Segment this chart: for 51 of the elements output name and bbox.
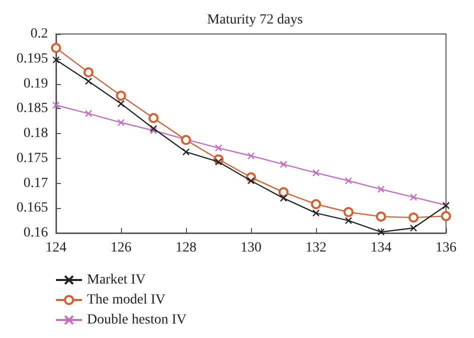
point [214,144,222,152]
chart-title: Maturity 72 days [207,12,303,28]
point [84,110,92,118]
x-tick-label: 134 [370,240,392,256]
point [410,224,418,232]
legend-label: Market IV [87,272,146,288]
y-tick-label: 0.2 [30,26,48,42]
legend-label: The model IV [87,292,166,308]
point [312,210,320,217]
x-tick-label: 136 [436,240,456,256]
point [148,113,158,124]
y-tick-label: 0.175 [16,150,48,166]
y-tick-label: 0.185 [16,101,48,116]
y-tick-label: 0.16 [24,226,48,240]
point [84,78,92,85]
point [311,199,321,210]
y-tick-label: 0.19 [24,76,48,92]
point [377,186,385,193]
point [117,100,125,108]
legend-label: Double heston IV [87,312,187,328]
x-tick-label: 132 [306,240,326,256]
y-tick-label: 0.17 [24,176,48,191]
point [52,56,60,64]
point [182,148,190,156]
y-tick-label: 0.18 [24,126,48,141]
point [377,228,385,236]
y-tick-label: 0.165 [16,200,48,216]
point [52,102,60,109]
point [280,194,288,202]
x-tick-label: 124 [46,240,66,256]
point [278,187,288,198]
y-tick-label: 0.195 [16,51,48,66]
point [51,42,61,53]
point [344,216,352,224]
point [116,90,126,101]
point [344,177,352,184]
point [84,67,94,78]
point [410,194,418,201]
point [117,118,125,126]
point [247,177,255,184]
x-tick-label: 128 [176,240,196,256]
point [441,211,451,222]
point [280,160,288,168]
point [344,207,354,218]
point [247,152,255,160]
x-tick-label: 130 [240,240,262,256]
point [214,158,222,166]
x-tick-label: 126 [110,240,132,256]
point [408,212,418,223]
point [376,212,386,222]
point [312,169,320,176]
